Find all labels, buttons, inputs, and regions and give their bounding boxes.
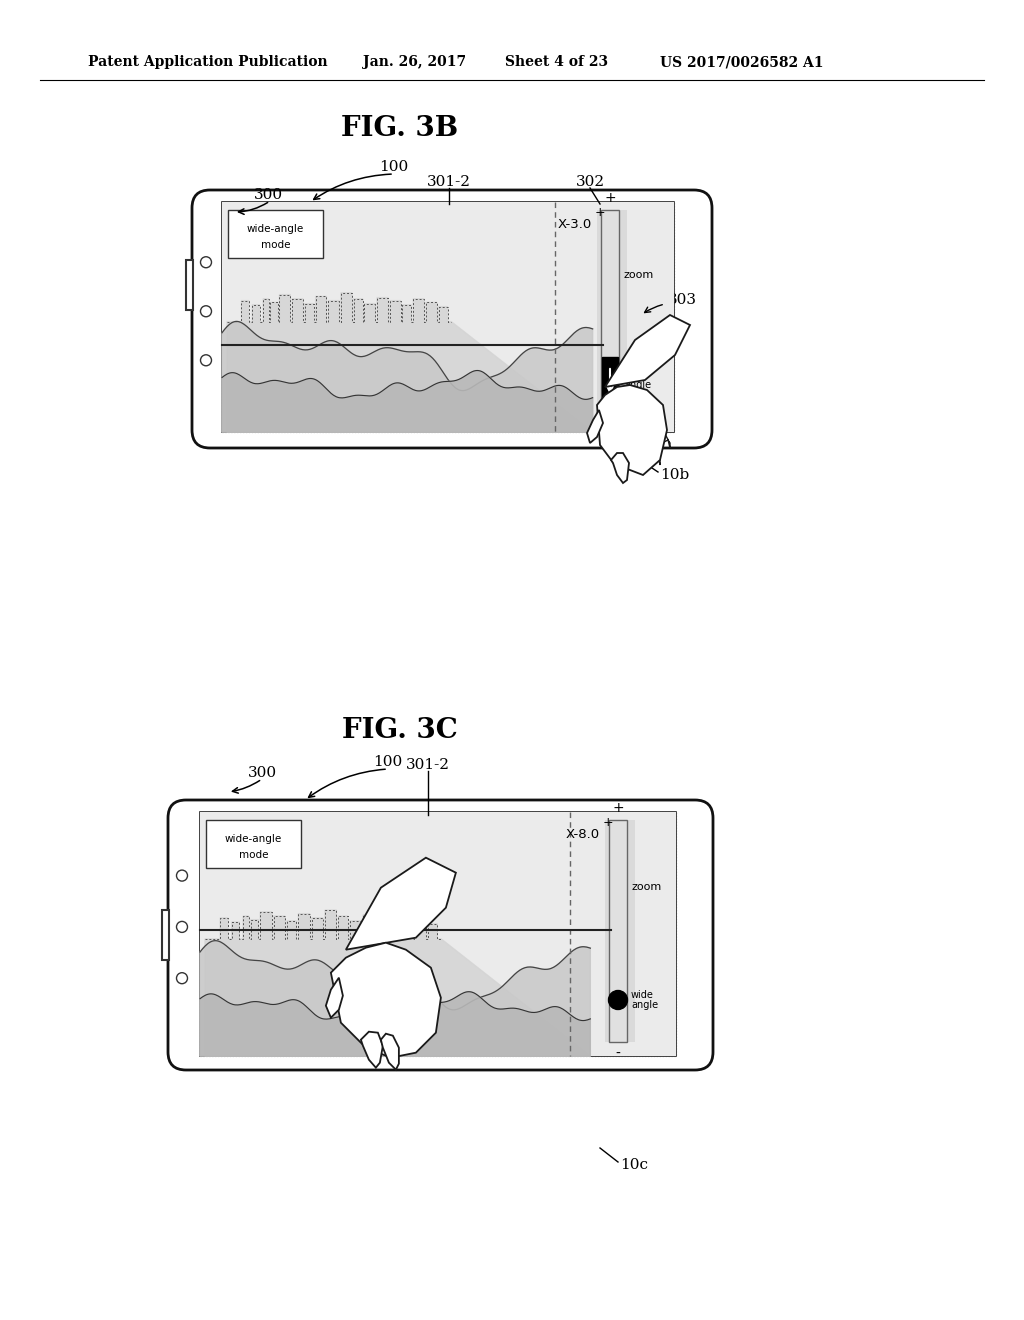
Bar: [601, 210, 618, 425]
Bar: [200, 812, 676, 1056]
Text: mode: mode: [239, 850, 268, 859]
Polygon shape: [597, 385, 667, 475]
Polygon shape: [360, 1032, 383, 1068]
Text: -: -: [615, 1047, 621, 1061]
Text: 100: 100: [379, 160, 409, 174]
Circle shape: [201, 306, 212, 317]
Text: 301-2: 301-2: [427, 176, 471, 189]
Circle shape: [201, 256, 212, 268]
Bar: [602, 356, 618, 403]
Text: +: +: [595, 206, 605, 219]
Text: X-8.0: X-8.0: [566, 829, 600, 842]
Polygon shape: [205, 909, 590, 1056]
Polygon shape: [660, 420, 670, 447]
Polygon shape: [346, 858, 456, 949]
Text: 303: 303: [668, 293, 697, 308]
Text: +: +: [604, 191, 615, 205]
Bar: [597, 210, 627, 425]
Text: 300: 300: [253, 187, 283, 202]
Text: 300: 300: [248, 766, 276, 780]
Polygon shape: [326, 978, 343, 1018]
Bar: [222, 202, 674, 432]
Text: X-3.0: X-3.0: [558, 219, 592, 231]
FancyBboxPatch shape: [193, 190, 712, 447]
Polygon shape: [650, 430, 660, 465]
Bar: [609, 820, 627, 1041]
Circle shape: [201, 355, 212, 366]
Circle shape: [605, 364, 621, 380]
Text: Jan. 26, 2017: Jan. 26, 2017: [362, 55, 466, 69]
Text: FIG. 3C: FIG. 3C: [342, 717, 458, 743]
Text: wide
angle: wide angle: [624, 370, 651, 391]
Bar: [206, 820, 301, 869]
Bar: [162, 909, 169, 960]
Text: -: -: [607, 430, 612, 444]
Bar: [186, 260, 193, 310]
Text: 10c: 10c: [620, 1158, 648, 1172]
Bar: [222, 202, 674, 432]
Polygon shape: [222, 322, 593, 432]
Text: +: +: [603, 816, 613, 829]
Text: US 2017/0026582 A1: US 2017/0026582 A1: [660, 55, 823, 69]
Bar: [228, 210, 323, 257]
Polygon shape: [200, 941, 590, 1056]
Circle shape: [176, 870, 187, 882]
Polygon shape: [611, 453, 629, 483]
Text: FIG. 3B: FIG. 3B: [341, 115, 459, 141]
Polygon shape: [587, 411, 603, 444]
Text: 10b: 10b: [660, 469, 689, 482]
Text: +: +: [612, 801, 624, 814]
Polygon shape: [200, 991, 590, 1056]
Circle shape: [608, 990, 628, 1010]
Bar: [605, 820, 635, 1041]
Polygon shape: [331, 942, 441, 1057]
Bar: [200, 812, 676, 1056]
Text: zoom: zoom: [624, 269, 654, 280]
Polygon shape: [222, 371, 593, 432]
Polygon shape: [381, 1034, 399, 1069]
Bar: [222, 202, 674, 432]
Polygon shape: [227, 293, 593, 432]
FancyBboxPatch shape: [168, 800, 713, 1071]
Text: wide
angle: wide angle: [631, 990, 658, 1010]
Bar: [200, 812, 676, 1056]
Circle shape: [176, 973, 187, 983]
Text: Patent Application Publication: Patent Application Publication: [88, 55, 328, 69]
Text: zoom: zoom: [632, 882, 663, 891]
Text: 302: 302: [575, 176, 604, 189]
Text: wide-angle: wide-angle: [225, 834, 283, 845]
Text: Sheet 4 of 23: Sheet 4 of 23: [505, 55, 608, 69]
Polygon shape: [605, 315, 690, 387]
Text: 100: 100: [374, 755, 402, 770]
Text: mode: mode: [261, 239, 290, 249]
Text: 301-2: 301-2: [406, 758, 450, 772]
Text: wide-angle: wide-angle: [247, 224, 304, 234]
Circle shape: [176, 921, 187, 932]
